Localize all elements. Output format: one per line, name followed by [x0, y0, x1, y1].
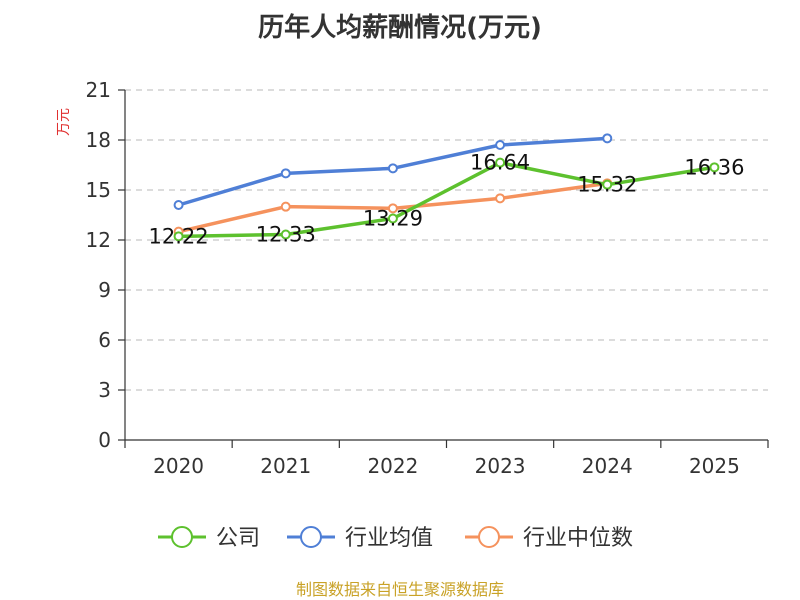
series-line-0	[178, 160, 715, 239]
legend-marker-2	[478, 526, 500, 548]
y-axis-unit: 万元	[56, 108, 72, 136]
series-1-point-2021	[280, 168, 291, 179]
series-0-point-2021	[280, 229, 291, 240]
y-tick-label-0: 0	[98, 428, 111, 452]
chart-title: 历年人均薪酬情况(万元)	[258, 12, 542, 43]
data-source-note: 制图数据来自恒生聚源数据库	[296, 580, 504, 599]
series-2-point-2021	[280, 201, 291, 212]
series-layer	[173, 133, 720, 242]
series-1-point-2024	[602, 133, 613, 144]
series-2-point-2022	[387, 203, 398, 214]
series-0-point-2022	[387, 213, 398, 224]
y-tick-label-21: 21	[86, 78, 111, 102]
data-label-2022: 13.29	[363, 207, 423, 231]
legend-label-2: 行业中位数	[523, 526, 633, 551]
y-tick-label-9: 9	[98, 278, 111, 302]
y-tick-label-6: 6	[98, 328, 111, 352]
data-label-2024: 15.32	[577, 173, 637, 197]
series-0-point-2023	[495, 157, 506, 168]
legend: 公司 行业均值 行业中位数	[158, 526, 633, 551]
series-2-point-2023	[495, 193, 506, 204]
data-label-2025: 16.36	[684, 155, 744, 179]
data-label-layer: 12.22 12.33 13.29 16.64 15.32 16.36	[149, 151, 745, 249]
series-1-point-2020	[173, 200, 184, 210]
y-tick-label-3: 3	[98, 378, 111, 402]
data-label-2021: 12.33	[256, 223, 316, 247]
grid-layer	[125, 89, 768, 391]
data-label-2023: 16.64	[470, 151, 530, 175]
x-tick-label-2020: 2020	[153, 454, 204, 478]
y-tick-label-18: 18	[86, 128, 111, 152]
legend-label-1: 行业均值	[345, 526, 433, 551]
series-0-point-2020	[173, 231, 184, 242]
series-1-point-2022	[387, 163, 398, 174]
x-tick-label-2025: 2025	[689, 454, 740, 478]
legend-marker-1	[300, 526, 322, 548]
x-tick-label-2021: 2021	[260, 454, 311, 478]
series-0-point-2025	[709, 162, 720, 173]
series-1-point-2023	[495, 140, 506, 150]
data-label-2020: 12.22	[149, 224, 209, 248]
x-tick-label-2023: 2023	[475, 454, 526, 478]
legend-marker-0	[171, 526, 193, 548]
axis-layer: 0 3 6 9 12 15 18 21 2020 2021 2022 2023 2024 2025	[86, 78, 769, 478]
x-tick-label-2022: 2022	[367, 454, 418, 478]
legend-label-0: 公司	[216, 526, 260, 551]
y-tick-label-12: 12	[86, 228, 111, 252]
series-0-point-2024	[602, 179, 613, 190]
x-tick-label-2024: 2024	[582, 454, 633, 478]
y-tick-label-15: 15	[86, 178, 111, 202]
